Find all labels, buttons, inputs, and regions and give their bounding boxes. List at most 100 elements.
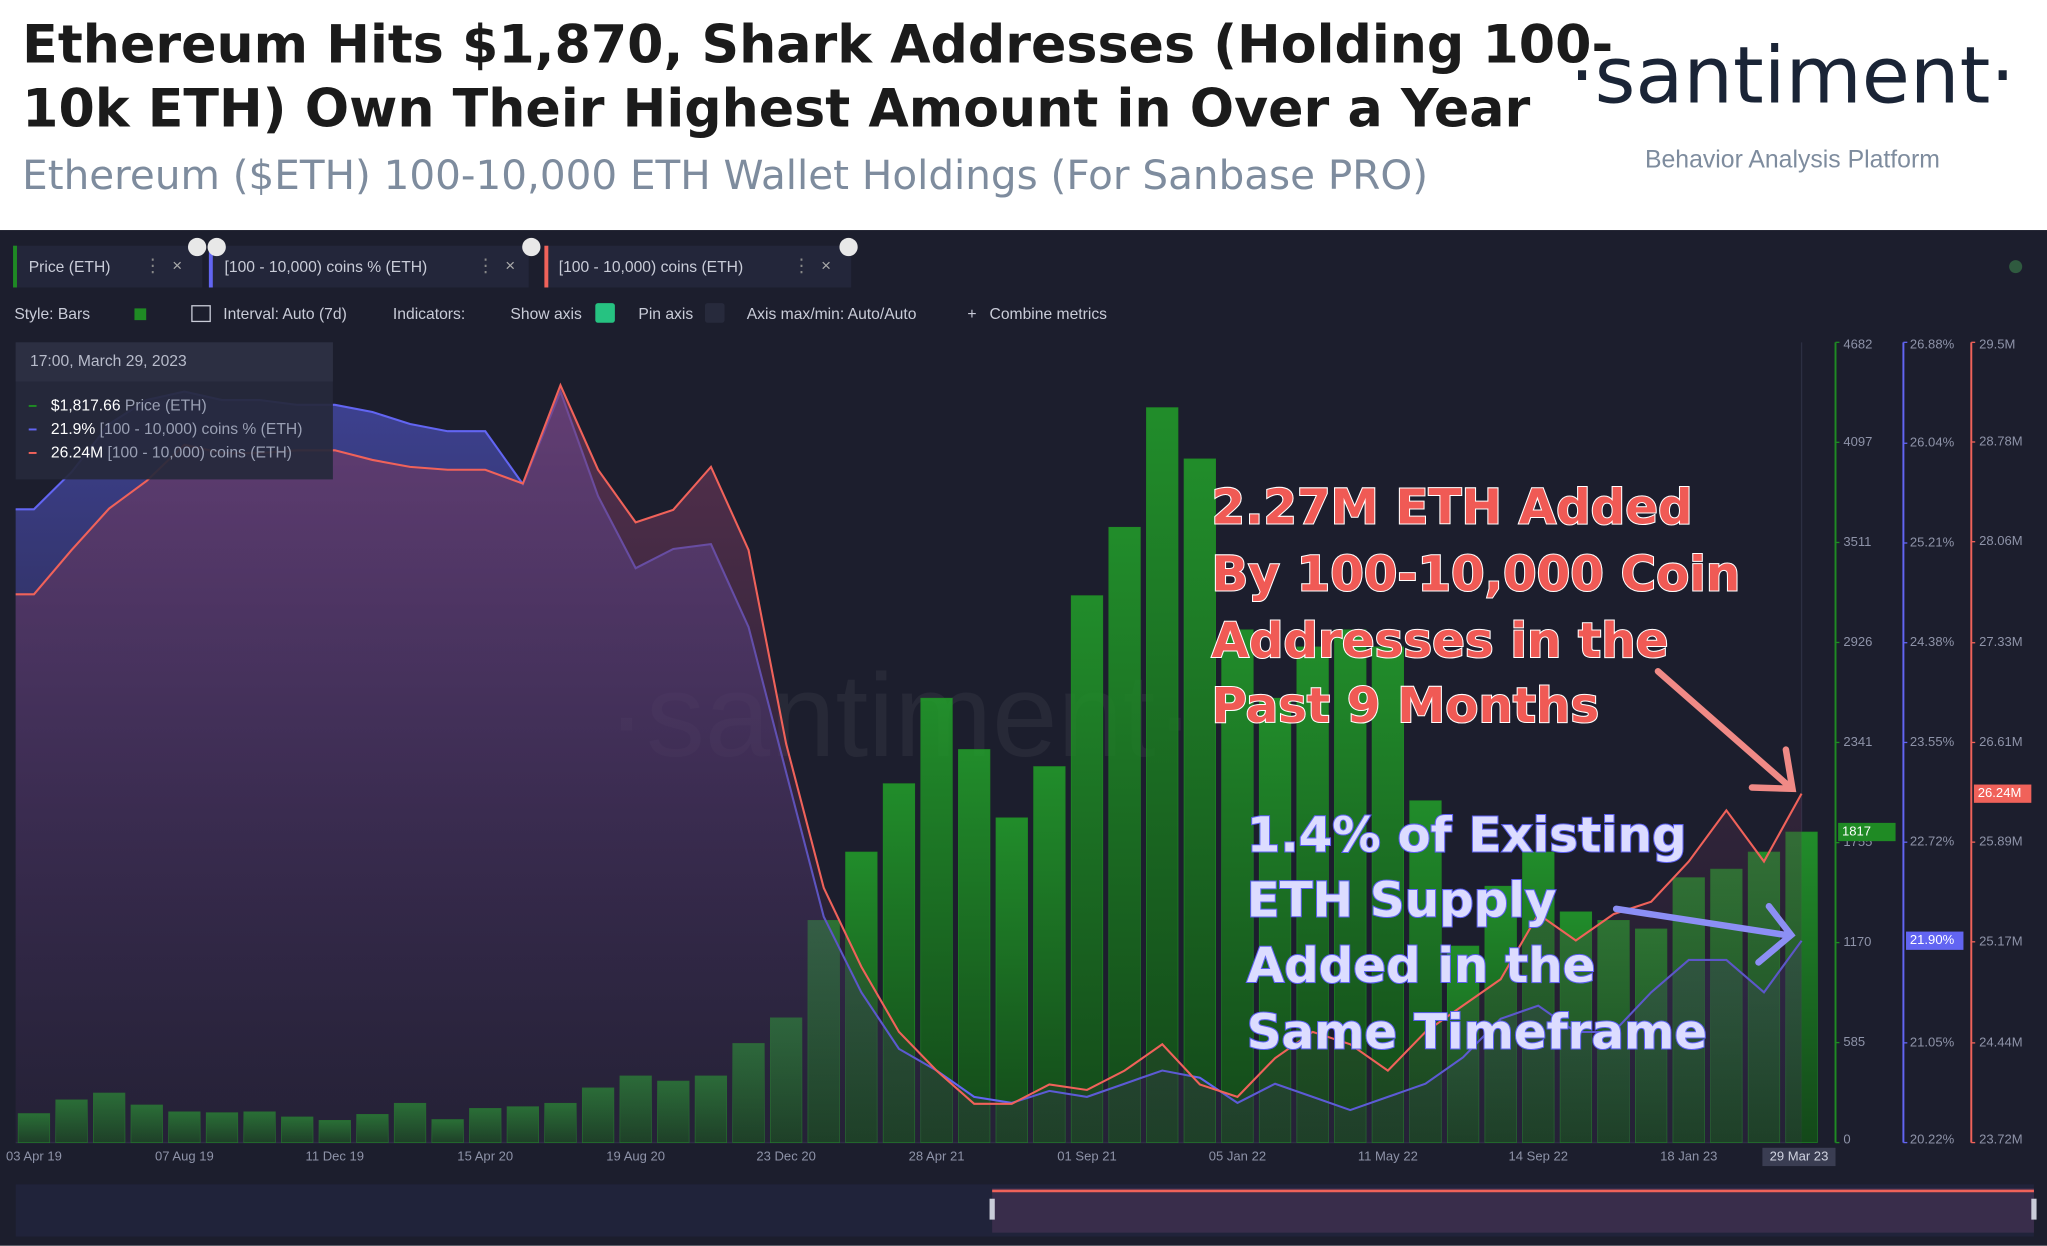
- tooltip-swatch: [28, 451, 37, 454]
- tab[interactable]: [544, 245, 852, 288]
- y-tick-label: 2341: [1843, 734, 1872, 749]
- y-tick-label: 26.88%: [1910, 336, 1955, 351]
- y-tick-label: 20.22%: [1910, 1131, 1955, 1146]
- tooltip-series: [100 - 10,000) coins (ETH): [108, 444, 292, 461]
- x-tick-label: 05 Jan 22: [1209, 1148, 1266, 1163]
- tooltip: 17:00, March 29, 2023 $1,817.66 Price (E…: [15, 342, 333, 480]
- tab-menu[interactable]: ⋮: [477, 254, 495, 275]
- y-tick-label: 27.33M: [1979, 634, 2023, 649]
- last-value-label: 26.24M: [1978, 785, 2022, 800]
- tab[interactable]: [208, 245, 529, 288]
- header-bg: [0, 0, 2047, 231]
- last-value-box: [1906, 931, 1964, 950]
- x-tick-label: 15 Apr 20: [457, 1148, 513, 1163]
- tab-label[interactable]: [100 - 10,000) coins (ETH): [559, 259, 743, 276]
- navigator: [15, 1184, 2037, 1237]
- y-tick-label: 585: [1843, 1034, 1865, 1049]
- toolbar-item[interactable]: Interval: Auto (7d): [223, 306, 347, 323]
- y-tick-label: 1170: [1843, 934, 1871, 949]
- plus-icon: +: [967, 306, 976, 323]
- bar: [1033, 766, 1066, 1143]
- eth-icon: [187, 237, 207, 257]
- x-tick-label: 18 Jan 23: [1660, 1148, 1717, 1163]
- tab-marker: [544, 245, 549, 288]
- x-tick-label: 19 Aug 20: [606, 1148, 665, 1163]
- toolbar-item[interactable]: Axis max/min: Auto/Auto: [747, 306, 917, 323]
- lock-icon: [207, 237, 226, 257]
- checkbox[interactable]: [595, 303, 615, 323]
- x-tick-label: 14 Sep 22: [1509, 1148, 1569, 1163]
- calendar-icon: [191, 305, 211, 323]
- y-tick-label: 26.61M: [1979, 734, 2023, 749]
- x-tick-label: 28 Apr 21: [909, 1148, 965, 1163]
- x-tick-label: 03 Apr 19: [6, 1148, 62, 1163]
- toolbar-item[interactable]: Combine metrics: [990, 306, 1108, 323]
- last-value-box: [1973, 784, 2032, 803]
- y-tick-label: 23.72M: [1979, 1131, 2023, 1146]
- x-tick-label: 11 May 22: [1358, 1148, 1418, 1163]
- tab-close[interactable]: ×: [821, 256, 831, 275]
- metric-tabs: Price (ETH) [100 - 10,000) coins % (ETH)…: [13, 237, 2023, 288]
- tab-label[interactable]: [100 - 10,000) coins % (ETH): [225, 259, 428, 276]
- annotation-arrow: [1612, 903, 1796, 966]
- y-tick-label: 25.89M: [1979, 834, 2023, 849]
- tab-marker: [13, 245, 17, 288]
- annotation-line: 2.27M ETH Added: [1211, 480, 1692, 536]
- y-tick-label: 28.06M: [1979, 533, 2023, 548]
- tooltip-series: Price (ETH): [125, 397, 207, 414]
- navigator-window[interactable]: [992, 1188, 2034, 1233]
- y-tick-label: 23.55%: [1910, 734, 1955, 749]
- bar: [995, 817, 1028, 1143]
- annotation-line: 1.4% of Existing: [1247, 807, 1687, 863]
- bar: [1146, 407, 1179, 1143]
- annotation-line: Addresses in the: [1211, 613, 1668, 669]
- y-tick-label: 4682: [1843, 336, 1872, 351]
- tooltip-value: $1,817.66: [51, 397, 121, 414]
- toolbar-item[interactable]: Show axis: [510, 306, 582, 323]
- toolbar-item[interactable]: Indicators:: [393, 306, 465, 323]
- x-tick-label: 07 Aug 19: [155, 1148, 214, 1163]
- bar: [1221, 629, 1254, 1143]
- annotation: 2.27M ETH Added By 100-10,000 Coin Addre…: [1210, 479, 1797, 1062]
- x-tick-label: 11 Dec 19: [306, 1148, 365, 1163]
- y-tick-label: 4097: [1843, 434, 1872, 449]
- bar: [1070, 595, 1104, 1143]
- status-dot: [2009, 260, 2023, 274]
- area-fill: [15, 385, 1802, 1143]
- tab-close[interactable]: ×: [505, 256, 515, 275]
- y-tick-label: 22.72%: [1910, 834, 1955, 849]
- title-line: Ethereum Hits $1,870, Shark Addresses (H…: [22, 16, 1613, 76]
- y-tick-label: 28.78M: [1979, 433, 2023, 448]
- brand: ·santiment·: [1570, 31, 2015, 122]
- y-tick-label: 29.5M: [1979, 336, 2015, 351]
- y-tick-label: 25.21%: [1910, 534, 1955, 549]
- eth-icon: [839, 237, 858, 257]
- tab-menu[interactable]: ⋮: [792, 254, 810, 275]
- color-swatch[interactable]: [134, 308, 147, 321]
- navigator-handle[interactable]: [989, 1198, 995, 1220]
- last-value-label: 21.90%: [1910, 932, 1955, 947]
- tab-label[interactable]: Price (ETH): [29, 259, 111, 276]
- tooltip-row: 21.9% [100 - 10,000) coins % (ETH): [51, 421, 303, 438]
- tab-close[interactable]: ×: [172, 256, 182, 275]
- x-tick-highlight: [1762, 1147, 1836, 1167]
- checkbox[interactable]: [704, 303, 725, 323]
- annotation-line: Same Timeframe: [1247, 1005, 1707, 1061]
- tab[interactable]: [13, 245, 203, 288]
- tooltip-row: 26.24M [100 - 10,000) coins (ETH): [51, 444, 292, 461]
- toolbar-item[interactable]: Style: Bars: [14, 306, 90, 323]
- tooltip-time: 17:00, March 29, 2023: [30, 353, 187, 370]
- last-value-box: [1838, 822, 1896, 842]
- tooltip-value: 21.9%: [51, 421, 95, 438]
- tab-menu[interactable]: ⋮: [144, 254, 162, 275]
- brand-tagline: Behavior Analysis Platform: [1645, 146, 1940, 173]
- bar: [958, 749, 991, 1143]
- navigator-handle[interactable]: [2031, 1198, 2037, 1220]
- toolbar-item[interactable]: Pin axis: [638, 306, 693, 323]
- y-tick-label: 24.44M: [1979, 1034, 2023, 1049]
- bar: [1108, 526, 1141, 1143]
- plot: 0585117017552341292635114097468220.22%21…: [6, 336, 2032, 1167]
- tooltip-series: [100 - 10,000) coins % (ETH): [100, 421, 303, 438]
